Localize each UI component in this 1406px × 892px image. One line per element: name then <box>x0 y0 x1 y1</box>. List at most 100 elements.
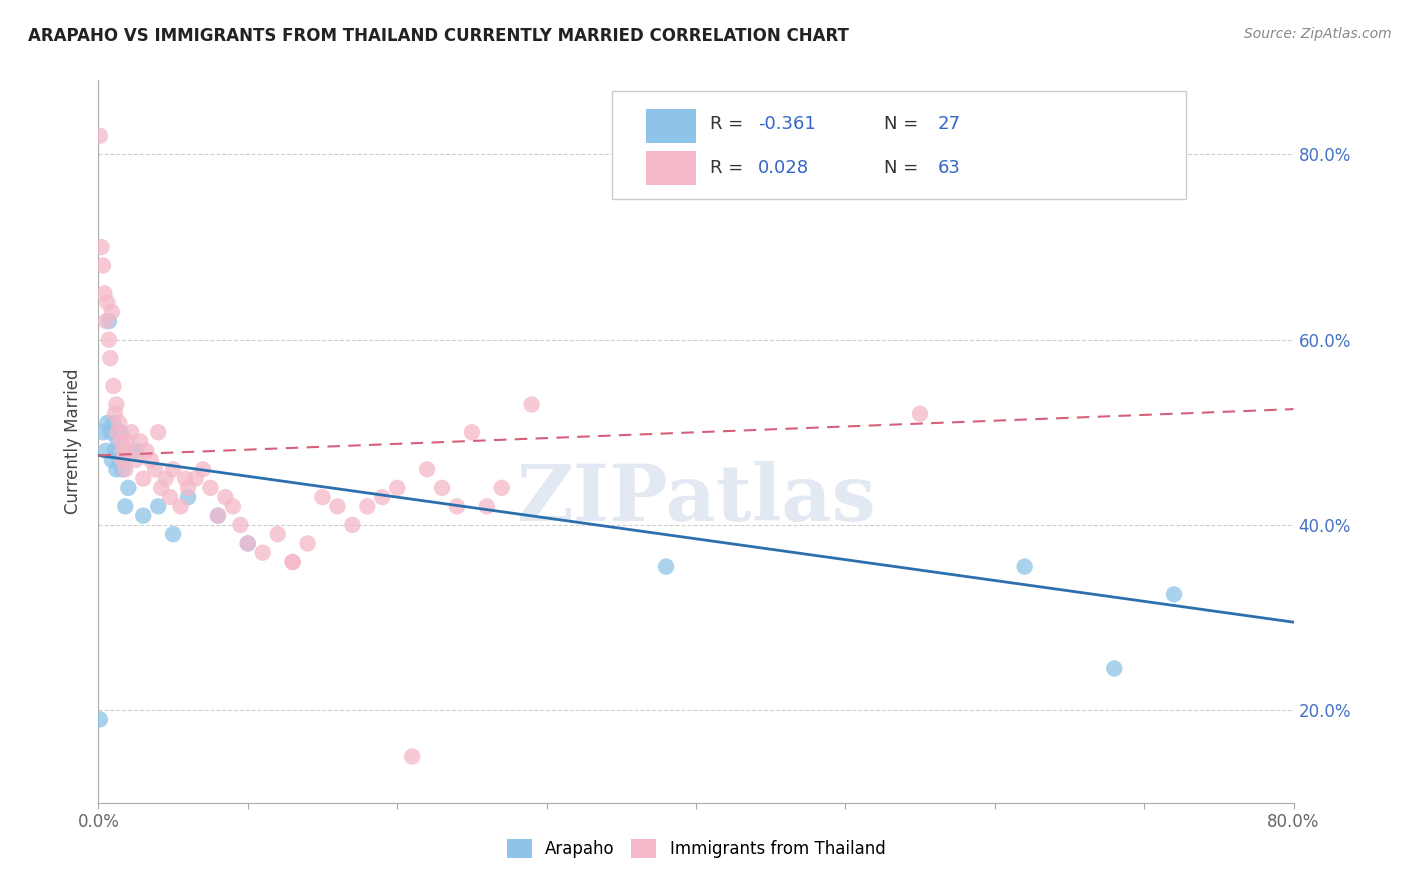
Point <box>111 453 134 467</box>
Point <box>177 490 200 504</box>
Point <box>115 434 138 449</box>
Point <box>135 443 157 458</box>
Point <box>125 453 148 467</box>
Point <box>1104 661 1126 675</box>
Point <box>107 425 129 440</box>
Point <box>93 286 115 301</box>
Point <box>125 443 148 458</box>
Point <box>401 749 423 764</box>
Text: ZIPatlas: ZIPatlas <box>516 461 876 537</box>
Point <box>236 536 259 550</box>
Point <box>207 508 229 523</box>
Text: 63: 63 <box>938 160 960 178</box>
Point <box>148 425 170 440</box>
Point <box>129 434 152 449</box>
Point <box>1014 559 1036 574</box>
Point <box>207 508 229 523</box>
Point <box>222 500 245 514</box>
Text: N =: N = <box>883 160 924 178</box>
Point <box>143 462 166 476</box>
Point <box>105 397 128 411</box>
Point <box>90 240 112 254</box>
Point <box>89 128 111 143</box>
Text: R =: R = <box>710 115 749 133</box>
Point <box>342 517 364 532</box>
Point <box>112 443 135 458</box>
Legend: Arapaho, Immigrants from Thailand: Arapaho, Immigrants from Thailand <box>498 830 894 867</box>
FancyBboxPatch shape <box>645 109 696 143</box>
Point <box>103 379 125 393</box>
Point <box>114 462 136 476</box>
Point <box>267 527 290 541</box>
Point <box>117 443 139 458</box>
Text: N =: N = <box>883 115 924 133</box>
Point <box>252 546 274 560</box>
Point <box>177 481 200 495</box>
Point <box>191 462 214 476</box>
Point <box>108 453 131 467</box>
Point <box>174 472 197 486</box>
Point <box>214 490 236 504</box>
Point <box>98 425 122 440</box>
Point <box>101 453 124 467</box>
Point <box>108 416 131 430</box>
Point <box>94 443 117 458</box>
Point <box>491 481 513 495</box>
Point <box>416 462 439 476</box>
Point <box>104 407 127 421</box>
Text: 0.028: 0.028 <box>758 160 810 178</box>
Point <box>229 517 252 532</box>
Point <box>94 314 117 328</box>
Point <box>281 555 304 569</box>
Point <box>908 407 931 421</box>
Point <box>97 314 120 328</box>
Point <box>1163 587 1185 601</box>
Point <box>520 397 543 411</box>
FancyBboxPatch shape <box>613 91 1187 200</box>
Point <box>655 559 678 574</box>
Point <box>96 416 118 430</box>
FancyBboxPatch shape <box>645 151 696 185</box>
Point <box>356 500 378 514</box>
Point <box>446 500 468 514</box>
Text: Source: ZipAtlas.com: Source: ZipAtlas.com <box>1244 27 1392 41</box>
Point <box>162 462 184 476</box>
Point <box>461 425 484 440</box>
Point <box>184 472 207 486</box>
Point <box>110 434 132 449</box>
Point <box>89 713 111 727</box>
Point <box>371 490 394 504</box>
Point <box>385 481 409 495</box>
Point <box>105 462 128 476</box>
Point <box>107 434 129 449</box>
Point <box>117 481 139 495</box>
Point <box>475 500 498 514</box>
Point <box>104 443 127 458</box>
Point <box>297 536 319 550</box>
Text: -0.361: -0.361 <box>758 115 815 133</box>
Point <box>159 490 181 504</box>
Point <box>98 351 122 366</box>
Point <box>91 259 114 273</box>
Point <box>150 481 173 495</box>
Point <box>155 472 177 486</box>
Point <box>96 295 118 310</box>
Point <box>326 500 349 514</box>
Point <box>200 481 222 495</box>
Point <box>139 453 162 467</box>
Text: 27: 27 <box>938 115 960 133</box>
Point <box>111 462 134 476</box>
Point <box>311 490 333 504</box>
Point <box>97 333 120 347</box>
Text: ARAPAHO VS IMMIGRANTS FROM THAILAND CURRENTLY MARRIED CORRELATION CHART: ARAPAHO VS IMMIGRANTS FROM THAILAND CURR… <box>28 27 849 45</box>
Y-axis label: Currently Married: Currently Married <box>65 368 83 515</box>
Point <box>103 416 125 430</box>
Point <box>148 500 170 514</box>
Point <box>169 500 191 514</box>
Point <box>91 425 114 440</box>
Point <box>132 472 155 486</box>
Point <box>101 305 124 319</box>
Text: R =: R = <box>710 160 749 178</box>
Point <box>236 536 259 550</box>
Point <box>132 508 155 523</box>
